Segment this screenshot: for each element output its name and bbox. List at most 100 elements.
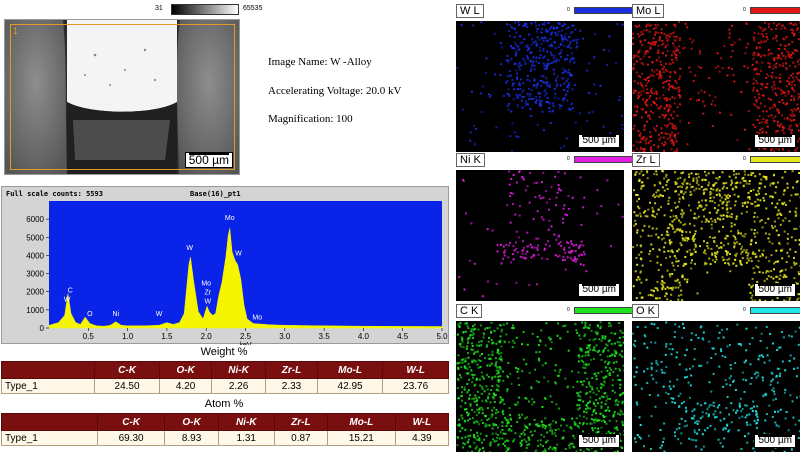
peak-label: Ni: [112, 311, 119, 318]
column-header: W-L: [394, 413, 450, 431]
map-title: C K: [456, 304, 483, 318]
table-cell: Type_1: [1, 430, 98, 446]
weight-table: C-K O-K Ni-K Zr-L Mo-L W-L Type_1 24.50 4.20 2.26…: [1, 361, 449, 394]
peak-label: W: [186, 245, 193, 252]
map-min: 0: [743, 307, 746, 313]
magnification: Magnification: 100: [268, 113, 353, 125]
table-cell: 2.26: [210, 378, 267, 394]
map-scale-bar: 500 µm: [754, 134, 796, 148]
y-tick-label: 1000: [26, 306, 44, 315]
table-cell: 24.50: [93, 378, 161, 394]
column-header: Mo-L: [327, 413, 396, 431]
map-intensity-bar: [574, 156, 634, 163]
x-tick-label: 1.5: [161, 332, 173, 341]
map-image: [632, 170, 800, 301]
map-title: Mo L: [632, 4, 665, 18]
map-min: 0: [743, 156, 746, 162]
table-cell: 23.76: [382, 378, 449, 394]
roi-number: 1: [13, 26, 19, 36]
map-intensity-bar: [574, 7, 634, 14]
peak-label: W: [156, 311, 163, 318]
table-cell: 0.87: [273, 430, 329, 446]
colorbar-gradient: [171, 4, 239, 15]
table-cell: Type_1: [1, 378, 95, 394]
map-image: [456, 321, 624, 452]
table-cell: 4.39: [394, 430, 450, 446]
column-header: [1, 361, 95, 379]
column-header: Zr-L: [273, 413, 329, 431]
map-scale-bar: 500 µm: [578, 134, 620, 148]
sem-scale-bar: 500 µm: [184, 152, 233, 168]
x-axis-label: keV: [239, 342, 251, 345]
map-title: Zr L: [632, 153, 660, 167]
map-scale-bar: 500 µm: [754, 434, 796, 448]
x-tick-label: 3.5: [319, 332, 331, 341]
image-name: Image Name: W -Alloy: [268, 56, 372, 68]
x-tick-label: 0.5: [83, 332, 95, 341]
y-tick-label: 2000: [26, 288, 44, 297]
table-cell: 42.95: [316, 378, 384, 394]
table-header-row: C-K O-K Ni-K Zr-L Mo-L W-L: [1, 361, 449, 379]
map-scale-bar: 500 µm: [578, 434, 620, 448]
column-header: C-K: [96, 413, 166, 431]
spectrum-trace: [48, 228, 443, 329]
sem-image: 1 500 µm: [4, 19, 240, 175]
y-tick-label: 4000: [26, 251, 44, 260]
y-tick-label: 6000: [26, 215, 44, 224]
map-image: [632, 21, 800, 152]
atom-caption: Atom %: [204, 398, 244, 410]
map-intensity-bar: [574, 307, 634, 314]
peak-label: W: [64, 297, 71, 304]
element-map: 500 µm: [456, 21, 624, 152]
x-tick-label: 2.5: [240, 332, 252, 341]
peak-label: Zr: [204, 289, 211, 296]
roi-frame: [10, 24, 235, 170]
table-row: Type_1 24.50 4.20 2.26 2.33 42.95 23.76: [1, 378, 449, 394]
peak-label: W: [235, 250, 242, 257]
column-header: O-K: [164, 413, 219, 431]
eds-spectrum-chart: 0 1000 2000 3000 4000 5000 6000 0.5 1.0 1.5 2.0 2.5…: [26, 201, 448, 345]
x-tick-label: 5.0: [436, 332, 448, 341]
plot-area: [49, 201, 442, 328]
x-tick-label: 4.0: [358, 332, 370, 341]
element-map: 500 µm: [632, 321, 800, 452]
map-intensity-bar: [750, 7, 800, 14]
column-header: Ni-K: [217, 413, 275, 431]
map-min: 0: [567, 7, 570, 13]
column-header: C-K: [93, 361, 161, 379]
map-min: 0: [567, 156, 570, 162]
y-tick-label: 3000: [26, 270, 44, 279]
element-map: 500 µm: [456, 170, 624, 301]
map-scale-bar: 500 µm: [754, 283, 796, 297]
column-header: O-K: [159, 361, 212, 379]
x-tick-label: 4.5: [397, 332, 409, 341]
colorbar-max: 65535: [243, 5, 263, 12]
map-title: Ni K: [456, 153, 485, 167]
table-header-row: C-K O-K Ni-K Zr-L Mo-L W-L: [1, 413, 450, 431]
full-scale-counts: Full scale counts: 5593: [6, 190, 103, 198]
column-header: [1, 413, 98, 431]
map-title: W L: [456, 4, 484, 18]
column-header: Mo-L: [316, 361, 384, 379]
table-cell: 8.93: [164, 430, 219, 446]
table-row: Type_1 69.30 8.93 1.31 0.87 15.21 4.39: [1, 430, 450, 446]
map-intensity-bar: [750, 156, 800, 163]
column-header: Zr-L: [265, 361, 318, 379]
table-cell: 1.31: [217, 430, 275, 446]
weight-caption: Weight %: [200, 346, 248, 358]
map-image: [458, 170, 624, 298]
element-map: 500 µm: [456, 321, 624, 452]
colorbar-min: 31: [155, 5, 163, 12]
sem-micrograph: [5, 20, 239, 174]
table-cell: 4.20: [159, 378, 212, 394]
x-tick-label: 2.0: [201, 332, 213, 341]
y-tick-label: 0: [40, 324, 45, 333]
element-map: 500 µm: [632, 170, 800, 301]
column-header: W-L: [382, 361, 449, 379]
map-min: 0: [567, 307, 570, 313]
map-image: [456, 21, 624, 152]
peak-label: C: [68, 288, 73, 295]
column-header: Ni-K: [210, 361, 267, 379]
map-image: [632, 321, 800, 452]
table-cell: 15.21: [327, 430, 396, 446]
